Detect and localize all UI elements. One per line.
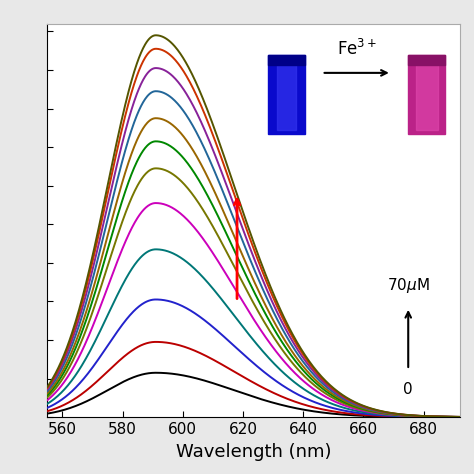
- Bar: [277, 59, 296, 130]
- X-axis label: Wavelength (nm): Wavelength (nm): [176, 443, 331, 461]
- Bar: [268, 55, 305, 134]
- Text: 70$\mu$M: 70$\mu$M: [387, 276, 429, 295]
- Bar: [408, 55, 446, 134]
- Bar: [408, 55, 446, 64]
- Text: Fe$^{3+}$: Fe$^{3+}$: [337, 39, 377, 59]
- Bar: [268, 55, 305, 64]
- Text: 0: 0: [403, 382, 413, 397]
- Bar: [416, 63, 438, 130]
